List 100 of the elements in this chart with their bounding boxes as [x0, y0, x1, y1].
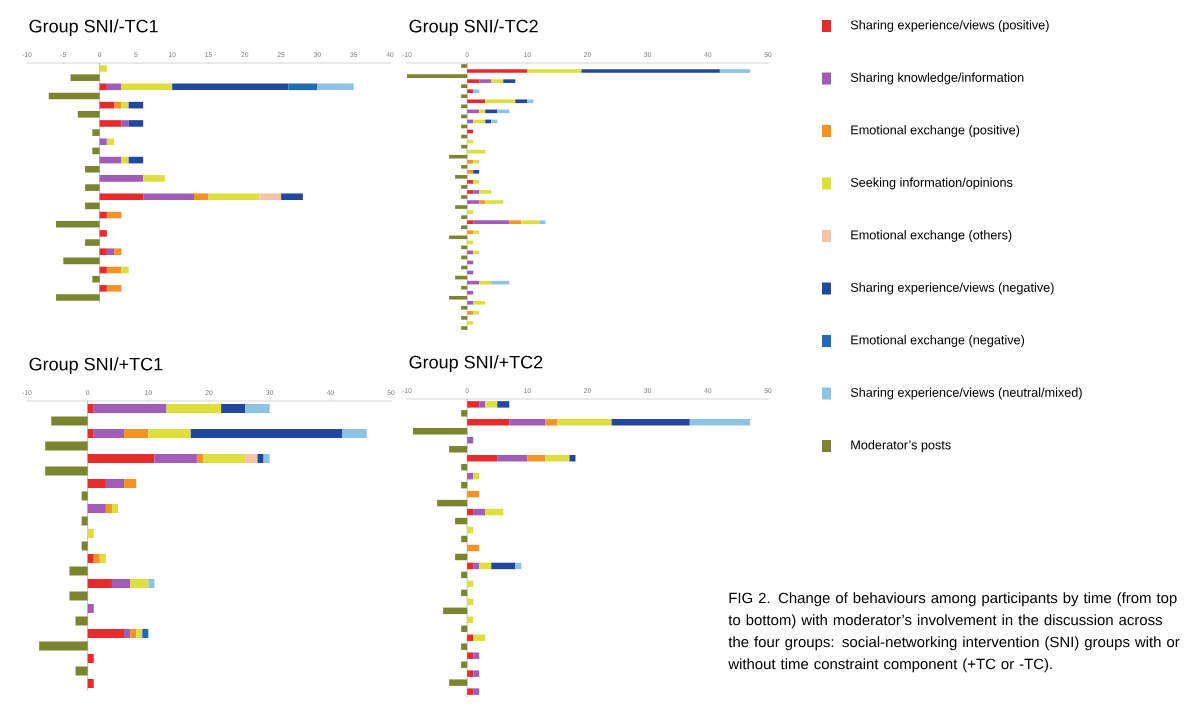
bar — [263, 453, 270, 463]
bar — [85, 239, 100, 246]
bar — [99, 554, 106, 563]
bar — [93, 554, 100, 563]
bar — [539, 220, 546, 224]
chart-title: Group SNI/+TC2 — [409, 355, 543, 373]
bar — [288, 83, 318, 91]
bar — [467, 616, 474, 624]
bar — [461, 463, 468, 471]
bar — [75, 616, 88, 626]
bar — [193, 193, 209, 201]
bar — [87, 579, 112, 588]
bar — [69, 591, 88, 601]
bar — [461, 535, 468, 543]
bar — [455, 517, 468, 525]
bar — [121, 266, 129, 274]
bar — [48, 92, 100, 100]
bar — [114, 248, 122, 255]
bar — [527, 99, 534, 104]
bar — [99, 120, 122, 127]
bar — [479, 401, 486, 408]
bar — [473, 180, 480, 184]
bar — [461, 185, 468, 189]
bar — [92, 147, 100, 155]
bar — [509, 419, 546, 426]
bar — [461, 306, 468, 310]
legend-label: Moderator’s posts — [851, 440, 951, 452]
bar — [449, 295, 468, 300]
bar — [39, 641, 88, 651]
bar — [87, 678, 94, 688]
bar — [461, 316, 468, 320]
bar — [455, 175, 468, 179]
bar — [467, 437, 474, 444]
bar — [461, 225, 468, 230]
bar — [527, 69, 582, 73]
bar — [473, 508, 486, 516]
bar — [473, 652, 480, 659]
legend-label: Sharing experience/views (positive) — [850, 20, 1049, 32]
bar — [515, 562, 522, 570]
bar — [467, 170, 474, 174]
bar — [124, 628, 131, 638]
bar — [467, 419, 510, 426]
bar — [545, 455, 570, 462]
bar — [154, 453, 197, 463]
bar — [51, 416, 88, 426]
bar — [202, 453, 246, 463]
bar — [87, 478, 106, 488]
bar — [467, 79, 480, 83]
bar — [93, 404, 167, 413]
bar — [92, 129, 100, 136]
bar — [485, 508, 504, 516]
chart-title: Group SNI/-TC1 — [29, 19, 158, 37]
annotation: FIG 2. Change of behaviours among participants by time (from top to bottom) with moderator’s involvement in the discussion across the four groups: social-networking intervention (SNI) groups with or without time constraint component (+TC or -TC). — [728, 592, 1180, 673]
legend-label: Sharing experience/views (neutral/mixed) — [850, 387, 1082, 400]
bar — [105, 503, 112, 513]
bar — [99, 138, 107, 146]
bar — [455, 205, 468, 209]
bar — [99, 175, 144, 182]
bar — [85, 184, 100, 191]
bar — [497, 401, 510, 408]
bar — [407, 74, 468, 78]
bar — [142, 628, 149, 638]
bar — [557, 419, 612, 426]
bar — [527, 455, 546, 462]
bar — [461, 625, 468, 633]
bar — [87, 404, 94, 413]
legend-label: Emotional exchange (positive) — [851, 125, 1020, 137]
bar — [143, 175, 165, 182]
bar — [467, 99, 486, 104]
bar — [77, 111, 100, 118]
bar — [473, 89, 480, 94]
bar — [449, 235, 468, 240]
bar — [461, 195, 468, 199]
bar — [99, 65, 107, 72]
bar — [461, 571, 468, 579]
bar — [467, 69, 528, 73]
bar — [467, 220, 474, 224]
bar — [497, 455, 528, 462]
bar — [467, 401, 480, 408]
bar — [148, 579, 155, 588]
bar — [467, 300, 474, 305]
bar — [473, 300, 486, 305]
bar — [479, 79, 492, 83]
bar — [93, 429, 125, 438]
bar — [143, 193, 194, 201]
bar — [99, 193, 144, 201]
bar — [467, 321, 474, 325]
bar — [569, 455, 576, 462]
bar — [467, 634, 474, 641]
bar — [45, 466, 88, 476]
bar — [99, 248, 107, 255]
bar — [581, 69, 720, 73]
bar — [473, 634, 486, 641]
bar — [245, 404, 270, 413]
bar — [166, 404, 222, 413]
bar — [485, 200, 504, 204]
bar — [121, 156, 129, 164]
bar — [467, 508, 474, 516]
bar — [467, 180, 474, 184]
bar — [342, 429, 367, 438]
